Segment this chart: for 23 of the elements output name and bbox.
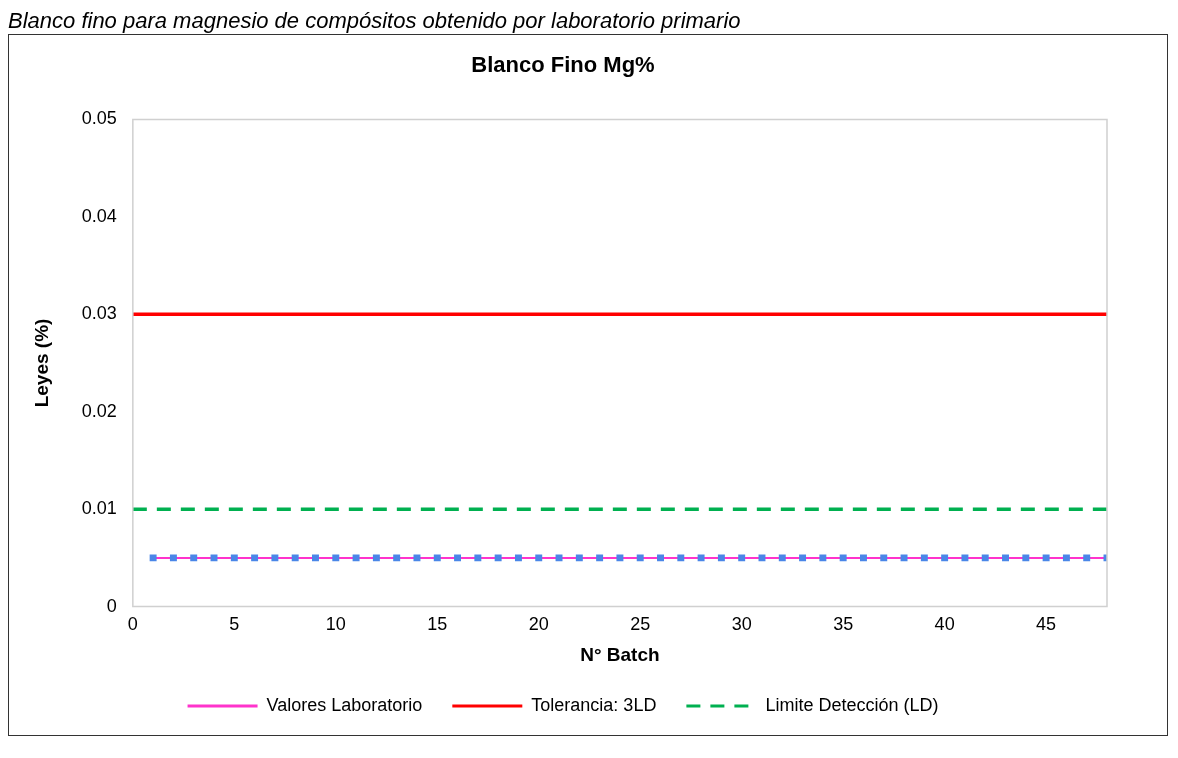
x-tick-label: 40 [934,614,955,635]
x-tick-label: 10 [325,614,346,635]
y-tick-label: 0.01 [81,498,117,519]
legend-label: Valores Laboratorio [266,694,423,715]
chart-title: Blanco Fino Mg% [471,52,655,78]
x-tick-label: 45 [1036,614,1057,635]
text: Blanco fino para magnesio de compósitos obtenido por laboratorio primario [8,8,742,34]
y-axis-title: Leyes (%) [30,318,52,408]
x-tick-label: 0 [127,614,138,635]
x-tick-label: 20 [528,614,549,635]
x-tick-label: 30 [731,614,752,635]
y-tick-label: 0.04 [81,205,117,226]
x-tick-label: 5 [229,614,240,635]
y-tick-label: 0 [106,595,117,616]
y-tick-label: 0.02 [81,400,117,421]
legend-label: Limite Detección (LD) [765,694,939,715]
y-tick-label: 0.05 [81,108,117,129]
x-axis-title: N° Batch [580,643,660,665]
x-tick-label: 15 [427,614,448,635]
x-tick-label: 35 [833,614,854,635]
y-tick-label: 0.03 [81,303,117,324]
x-tick-label: 25 [630,614,651,635]
legend-label: Tolerancia: 3LD [531,694,657,715]
